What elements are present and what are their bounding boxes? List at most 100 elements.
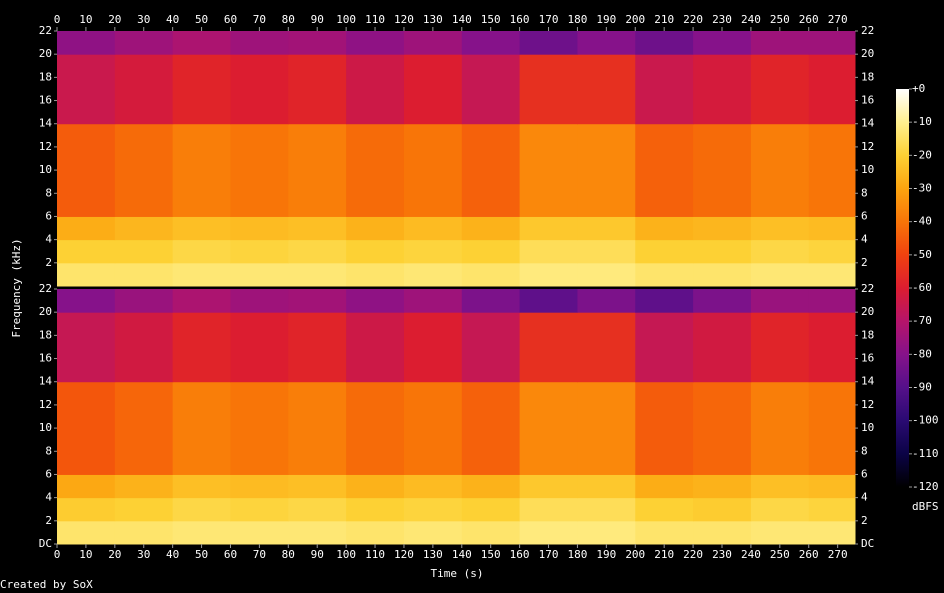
x-tick-label: 230 xyxy=(712,548,732,561)
heatmap-cell xyxy=(693,262,752,287)
heatmap-cell xyxy=(172,289,231,313)
y-tick-label: 4 xyxy=(861,491,868,504)
x-axis-label: Time (s) xyxy=(431,567,484,580)
x-tick-label: 100 xyxy=(336,548,356,561)
y-tick-label: 8 xyxy=(861,186,868,199)
heatmap-cell xyxy=(288,54,347,125)
y-tick-label: DC xyxy=(39,537,52,550)
y-tick-label: 8 xyxy=(45,444,52,457)
heatmap-cell xyxy=(693,239,752,264)
y-tick-label: 2 xyxy=(45,256,52,269)
colorbar-tick-label: -20 xyxy=(912,148,932,161)
heatmap-cell xyxy=(346,497,405,522)
heatmap-cell xyxy=(288,289,347,313)
y-tick-label: 16 xyxy=(39,94,52,107)
heatmap-cell xyxy=(635,474,694,499)
x-tick-label: 250 xyxy=(770,13,790,26)
heatmap-cell xyxy=(519,239,578,264)
y-tick-label: 22 xyxy=(39,24,52,37)
y-tick-label: 18 xyxy=(861,70,874,83)
heatmap-cell xyxy=(114,520,174,545)
heatmap-cell xyxy=(172,31,231,55)
x-tick-label: 220 xyxy=(683,13,703,26)
y-tick-label: 18 xyxy=(39,328,52,341)
heatmap-cell xyxy=(230,262,289,287)
heatmap-cell xyxy=(808,520,856,545)
heatmap-cell xyxy=(57,239,116,264)
y-tick-label: 6 xyxy=(45,209,52,222)
y-tick-label: 16 xyxy=(39,352,52,365)
y-tick-label: 4 xyxy=(45,491,52,504)
y-tick-label: 6 xyxy=(861,467,868,480)
heatmap-cell xyxy=(114,381,174,475)
y-tick-label: 6 xyxy=(861,209,868,222)
heatmap-cell xyxy=(577,381,636,475)
heatmap-cell xyxy=(403,312,463,383)
y-tick-label: 14 xyxy=(861,375,875,388)
heatmap-cell xyxy=(750,474,810,499)
heatmap-cell xyxy=(57,497,116,522)
heatmap-cell xyxy=(230,381,289,475)
heatmap-cell xyxy=(635,216,694,241)
x-tick-label: 200 xyxy=(625,548,645,561)
colorbar-tick-label: -30 xyxy=(912,182,932,195)
x-tick-label: 30 xyxy=(137,548,150,561)
heatmap-cell xyxy=(693,520,752,545)
heatmap-cell xyxy=(461,123,521,217)
colorbar-tick-label: -70 xyxy=(912,314,932,327)
x-tick-label: 160 xyxy=(510,548,530,561)
x-tick-label: 120 xyxy=(394,13,414,26)
heatmap-cell xyxy=(635,520,694,545)
heatmap-cell xyxy=(288,497,347,522)
heatmap-cell xyxy=(57,520,116,545)
x-tick-label: 70 xyxy=(253,13,266,26)
footer: Created by SoX xyxy=(0,578,93,591)
colorbar-tick-label: -100 xyxy=(912,414,939,427)
y-tick-label: 12 xyxy=(861,140,874,153)
heatmap-cell xyxy=(172,381,231,475)
y-tick-label: 18 xyxy=(861,328,874,341)
heatmap-cell xyxy=(230,54,289,125)
heatmap-cell xyxy=(172,239,231,264)
heatmap-cell xyxy=(750,54,810,125)
x-tick-label: 140 xyxy=(452,548,472,561)
heatmap-cell xyxy=(577,239,636,264)
heatmap-cell xyxy=(403,474,463,499)
heatmap-cell xyxy=(346,474,405,499)
heatmap-cell xyxy=(230,216,289,241)
heatmap-cell xyxy=(635,31,694,55)
x-tick-label: 230 xyxy=(712,13,732,26)
y-tick-label: 20 xyxy=(39,305,52,318)
heatmap-cell xyxy=(346,520,405,545)
heatmap-cell xyxy=(635,381,694,475)
heatmap-cell xyxy=(808,239,856,264)
x-tick-label: 110 xyxy=(365,13,385,26)
heatmap-cell xyxy=(635,123,694,217)
heatmap-cell xyxy=(114,289,174,313)
heatmap-cell xyxy=(114,216,174,241)
heatmap-cell xyxy=(750,216,810,241)
heatmap-cell xyxy=(750,312,810,383)
x-tick-label: 20 xyxy=(108,13,121,26)
y-tick-label: 10 xyxy=(861,163,874,176)
heatmap-cell xyxy=(114,497,174,522)
heatmap-cell xyxy=(808,497,856,522)
heatmap-cell xyxy=(346,31,405,55)
heatmap-cell xyxy=(288,474,347,499)
heatmap-cell xyxy=(461,381,521,475)
heatmap-cell xyxy=(403,289,463,313)
heatmap-cell xyxy=(808,474,856,499)
colorbar-tick-label: -40 xyxy=(912,215,932,228)
heatmap-cell xyxy=(403,239,463,264)
heatmap-cell xyxy=(114,312,174,383)
heatmap-cell xyxy=(519,520,578,545)
colorbar-tick-label: -120 xyxy=(912,480,939,493)
heatmap-cell xyxy=(519,381,578,475)
heatmap-cell xyxy=(808,312,856,383)
heatmap-cell xyxy=(403,262,463,287)
y-tick-label: 12 xyxy=(39,398,52,411)
x-tick-label: 120 xyxy=(394,548,414,561)
heatmap-cell xyxy=(346,381,405,475)
x-tick-label: 270 xyxy=(828,13,848,26)
heatmap-cell xyxy=(808,289,856,313)
